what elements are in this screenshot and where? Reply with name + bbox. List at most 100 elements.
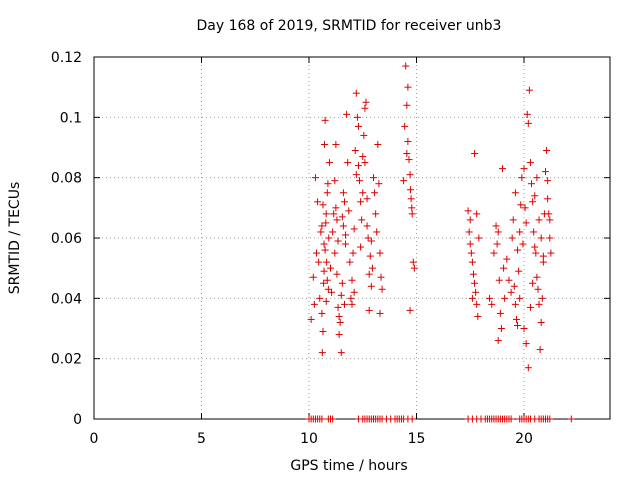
data-point bbox=[348, 276, 356, 284]
data-point bbox=[531, 243, 539, 251]
data-point bbox=[361, 159, 369, 167]
data-point bbox=[364, 234, 372, 242]
data-point bbox=[469, 270, 477, 278]
data-point bbox=[472, 288, 480, 296]
data-point bbox=[526, 303, 534, 311]
data-point bbox=[466, 240, 474, 248]
data-point bbox=[337, 349, 345, 357]
data-point bbox=[359, 153, 367, 161]
data-point bbox=[500, 264, 508, 272]
data-point bbox=[528, 180, 536, 188]
data-point bbox=[515, 267, 523, 275]
data-point bbox=[495, 276, 503, 284]
data-point bbox=[523, 110, 531, 118]
data-point bbox=[547, 249, 555, 257]
data-point bbox=[328, 288, 336, 296]
data-point bbox=[322, 219, 330, 227]
data-point bbox=[340, 198, 348, 206]
data-point bbox=[524, 364, 532, 372]
data-point bbox=[471, 279, 479, 287]
data-point bbox=[567, 415, 575, 423]
data-point bbox=[401, 122, 409, 130]
data-point bbox=[361, 104, 369, 112]
data-point bbox=[323, 258, 331, 266]
data-point bbox=[471, 150, 479, 158]
data-point bbox=[354, 122, 362, 130]
data-point bbox=[539, 258, 547, 266]
data-point bbox=[368, 264, 376, 272]
data-point bbox=[406, 306, 414, 314]
data-point bbox=[409, 258, 417, 266]
data-point bbox=[522, 219, 530, 227]
data-point bbox=[529, 279, 537, 287]
data-point bbox=[317, 228, 325, 236]
data-point bbox=[367, 237, 375, 245]
data-point bbox=[373, 228, 381, 236]
data-point bbox=[537, 234, 545, 242]
data-point bbox=[468, 294, 476, 302]
data-point bbox=[350, 288, 358, 296]
data-point bbox=[544, 195, 552, 203]
data-point bbox=[518, 174, 526, 182]
data-point bbox=[405, 156, 413, 164]
data-point bbox=[322, 297, 330, 305]
data-point bbox=[334, 303, 342, 311]
data-point bbox=[521, 204, 529, 212]
data-point bbox=[331, 249, 339, 257]
data-point bbox=[377, 273, 385, 281]
data-point bbox=[318, 415, 326, 423]
data-point bbox=[404, 83, 412, 91]
data-point bbox=[310, 300, 318, 308]
data-point bbox=[324, 180, 332, 188]
data-point bbox=[346, 258, 354, 266]
data-point bbox=[533, 174, 541, 182]
data-point bbox=[507, 415, 515, 423]
data-point bbox=[505, 276, 513, 284]
data-point bbox=[357, 243, 365, 251]
data-point bbox=[333, 216, 341, 224]
data-point bbox=[403, 150, 411, 158]
data-point bbox=[539, 252, 547, 260]
data-point bbox=[465, 228, 473, 236]
data-point bbox=[468, 258, 476, 266]
data-point bbox=[529, 198, 537, 206]
data-point bbox=[509, 216, 517, 224]
data-point bbox=[536, 346, 544, 354]
data-point bbox=[530, 228, 538, 236]
data-point bbox=[309, 273, 317, 281]
data-point bbox=[466, 216, 474, 224]
x-tick-label: 5 bbox=[197, 431, 206, 447]
data-point bbox=[546, 415, 554, 423]
data-point bbox=[358, 216, 366, 224]
data-point bbox=[370, 174, 377, 182]
data-point bbox=[534, 285, 542, 293]
data-point bbox=[339, 189, 347, 197]
data-point bbox=[473, 210, 481, 218]
data-point bbox=[359, 189, 367, 197]
data-point bbox=[400, 177, 408, 185]
data-point bbox=[331, 177, 339, 185]
x-tick-label: 20 bbox=[515, 431, 533, 447]
data-point bbox=[473, 300, 481, 308]
y-tick-label: 0.1 bbox=[60, 110, 82, 126]
data-point bbox=[532, 249, 540, 257]
data-point bbox=[337, 291, 345, 299]
data-point bbox=[524, 119, 532, 127]
data-points bbox=[305, 62, 575, 423]
data-point bbox=[325, 234, 333, 242]
data-point bbox=[342, 240, 350, 248]
data-point bbox=[464, 207, 472, 215]
data-point bbox=[323, 276, 331, 284]
data-point bbox=[531, 192, 539, 200]
data-point bbox=[335, 331, 343, 339]
data-point bbox=[321, 116, 329, 124]
data-point bbox=[344, 159, 352, 167]
data-point bbox=[356, 177, 364, 185]
data-point bbox=[467, 249, 475, 257]
y-tick-label: 0.06 bbox=[51, 231, 82, 247]
data-point bbox=[362, 98, 370, 106]
data-point bbox=[499, 165, 506, 173]
data-point bbox=[378, 285, 386, 293]
data-point bbox=[474, 312, 482, 320]
data-point bbox=[313, 249, 321, 257]
